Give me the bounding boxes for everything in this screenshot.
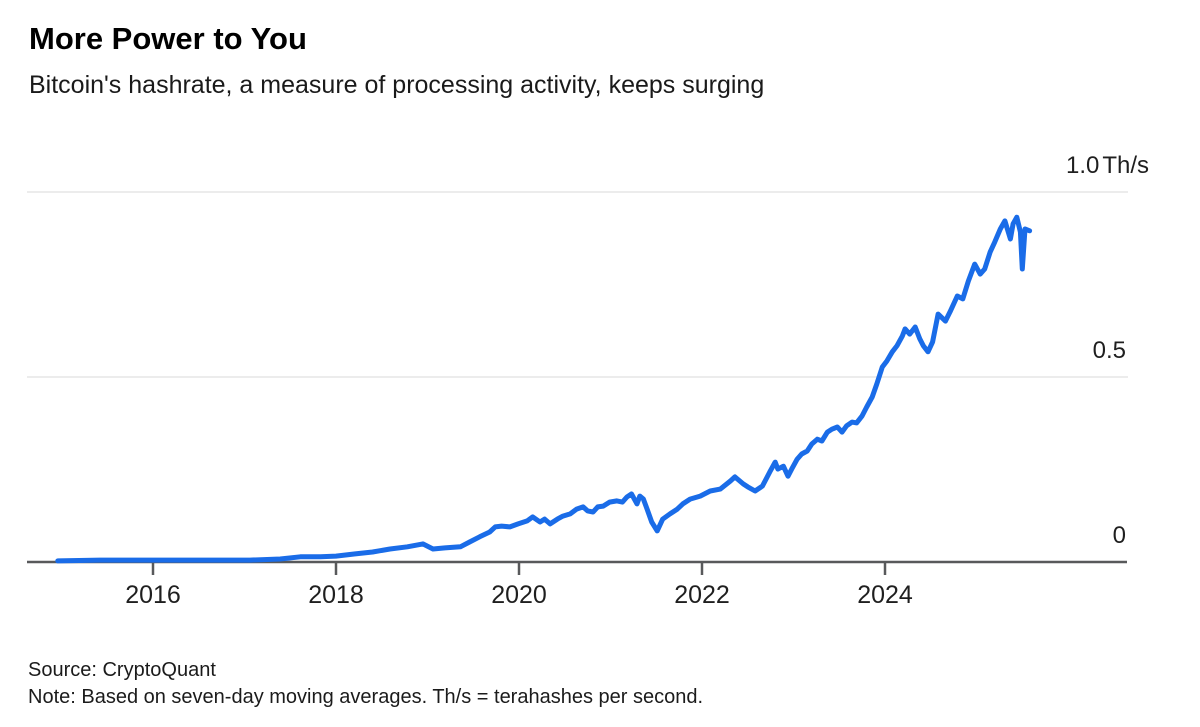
y-axis-label: 0.5 xyxy=(1066,339,1126,363)
note-text: Note: Based on seven-day moving averages… xyxy=(28,686,704,708)
chart-subtitle: Bitcoin's hashrate, a measure of process… xyxy=(29,71,765,99)
y-axis-unit: Th/s xyxy=(1102,152,1150,179)
chart-title: More Power to You xyxy=(29,21,307,56)
x-axis-label: 2018 xyxy=(308,581,364,609)
y-axis-label: 0 xyxy=(1066,524,1126,548)
source-text: Source: CryptoQuant xyxy=(28,659,216,681)
x-axis-label: 2022 xyxy=(674,581,730,609)
x-axis-label: 2020 xyxy=(491,581,547,609)
y-axis-label-value: 1.0 xyxy=(1066,152,1100,179)
x-axis-label: 2024 xyxy=(857,581,913,609)
y-axis-label: 1.0 Th/s xyxy=(1066,152,1149,179)
y-axis-label-value: 0 xyxy=(1112,522,1126,549)
y-axis-label-value: 0.5 xyxy=(1092,337,1126,364)
x-axis-label: 2016 xyxy=(125,581,181,609)
hashrate-series-line xyxy=(55,214,1033,564)
